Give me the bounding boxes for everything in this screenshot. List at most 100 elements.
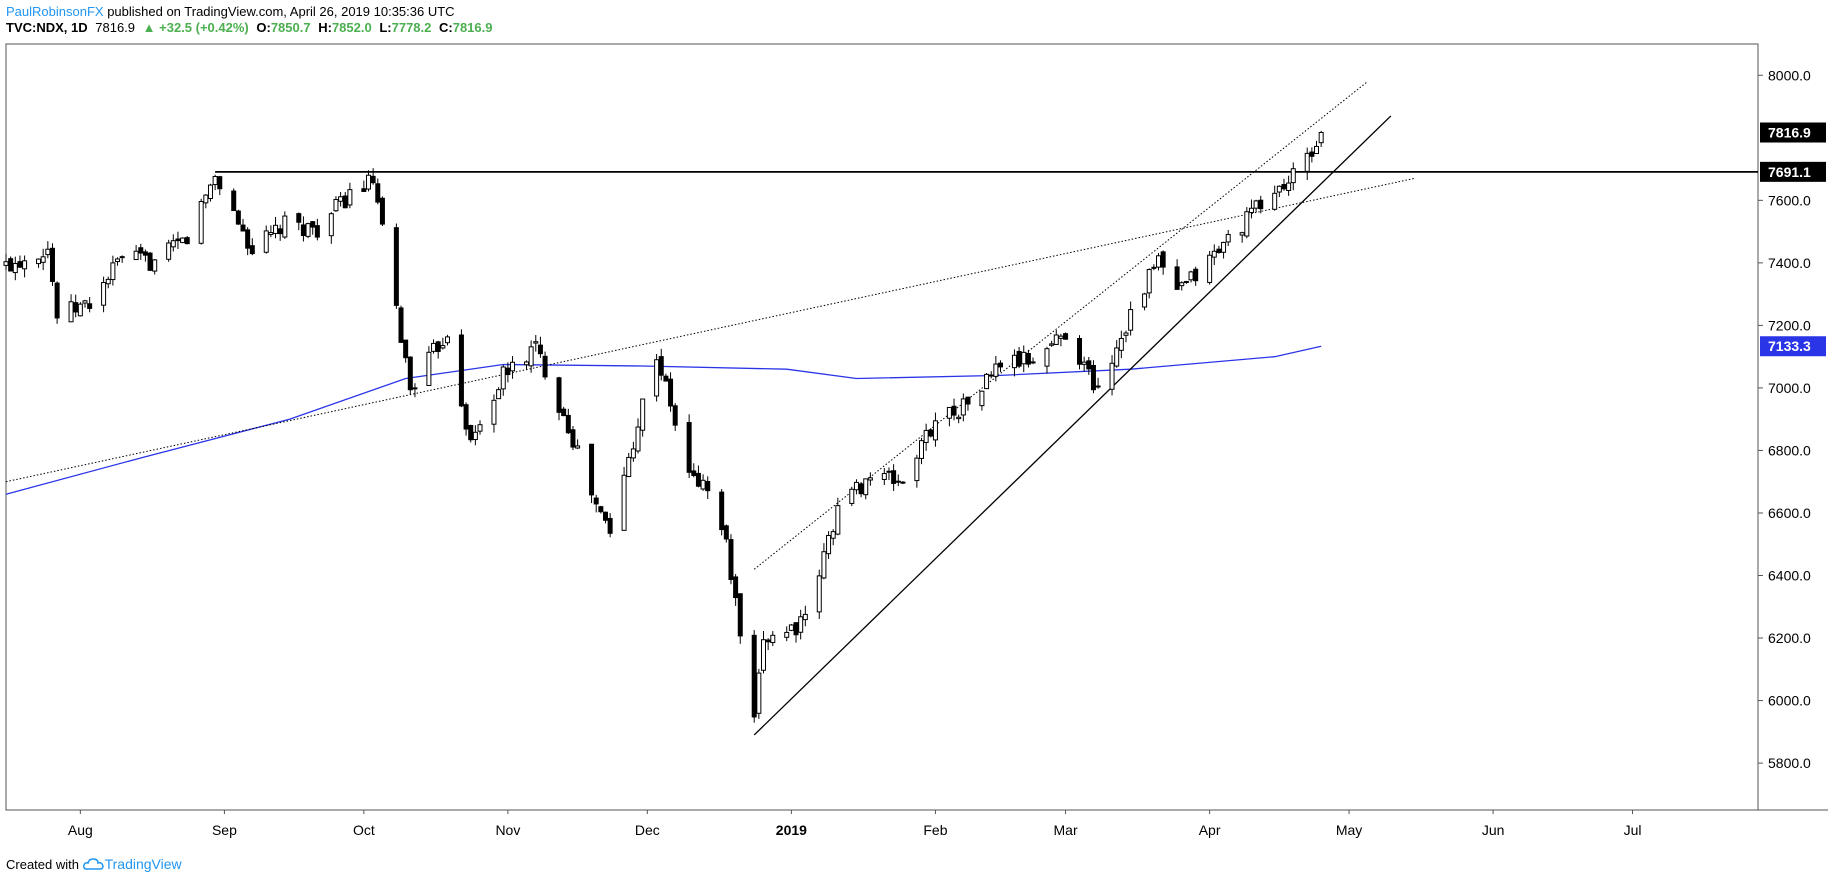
- price-tag-label: 7133.3: [1768, 338, 1811, 354]
- candle-down: [403, 339, 409, 359]
- candle-up: [932, 420, 938, 441]
- candle-up: [472, 431, 478, 441]
- candle-up: [1156, 255, 1162, 268]
- candle-up: [523, 361, 529, 366]
- low-value: 7778.2: [391, 20, 432, 35]
- candle-up: [575, 445, 581, 449]
- candles-layer: [3, 130, 1324, 723]
- candle-up: [1021, 351, 1027, 365]
- candle-up: [756, 672, 762, 714]
- x-tick-label: 2019: [776, 822, 807, 838]
- tradingview-brand[interactable]: TradingView: [104, 856, 182, 872]
- candle-up: [166, 242, 172, 260]
- candle-down: [858, 483, 864, 495]
- candle-down: [658, 356, 664, 376]
- candle-down: [398, 307, 404, 343]
- candle-up: [886, 470, 892, 473]
- y-tick-label: 7600.0: [1768, 192, 1811, 208]
- candle-down: [277, 228, 283, 235]
- candle-down: [407, 356, 413, 391]
- candle-up: [956, 416, 962, 420]
- candle-up: [1146, 269, 1152, 294]
- candle-up: [1221, 241, 1227, 253]
- candle-down: [1174, 266, 1180, 290]
- candle-down: [891, 470, 897, 484]
- candle-up: [510, 361, 516, 372]
- candle-down: [793, 622, 799, 636]
- low-label: L:: [379, 20, 392, 35]
- candle-up: [101, 282, 107, 306]
- candle-down: [87, 303, 93, 309]
- candle-down: [361, 188, 367, 192]
- candle-down: [412, 387, 418, 390]
- candle-down: [119, 256, 125, 259]
- candle-up: [431, 342, 437, 352]
- candle-down: [249, 245, 255, 255]
- candle-up: [338, 196, 344, 202]
- candle-up: [1128, 309, 1134, 331]
- y-tick-label: 6000.0: [1768, 693, 1811, 709]
- candle-up: [110, 262, 116, 281]
- candle-down: [468, 424, 474, 441]
- ticker-change: ▲ +32.5 (+0.42%): [142, 20, 249, 35]
- high-value: 7852.0: [331, 20, 372, 35]
- candle-up: [1239, 232, 1245, 236]
- x-tick-label: Dec: [635, 822, 660, 838]
- candle-down: [184, 237, 190, 245]
- close-value: 7816.9: [452, 20, 493, 35]
- candle-up: [3, 261, 9, 266]
- candle-down: [175, 238, 181, 242]
- candle-down: [458, 334, 464, 407]
- candle-up: [1314, 145, 1320, 155]
- candle-down: [393, 227, 399, 306]
- candle-down: [1030, 361, 1036, 364]
- candle-down: [965, 396, 971, 405]
- candle-up: [784, 631, 790, 638]
- open-label: O:: [256, 20, 271, 35]
- candle-down: [235, 210, 241, 225]
- candle-down: [737, 593, 743, 637]
- candle-down: [998, 362, 1004, 368]
- candle-up: [282, 215, 288, 238]
- publish-info: PaulRobinsonFX published on TradingView.…: [6, 4, 455, 20]
- price-tag-label: 7816.9: [1768, 125, 1811, 141]
- candle-down: [672, 405, 678, 426]
- candle-up: [960, 398, 966, 416]
- candle-up: [333, 199, 339, 212]
- candle-up: [1109, 362, 1115, 390]
- candle-down: [895, 480, 901, 483]
- candle-up: [115, 258, 121, 263]
- candle-up: [528, 346, 534, 367]
- ticker-symbol: TVC:NDX, 1D: [6, 20, 88, 35]
- candle-up: [152, 259, 158, 272]
- candle-down: [556, 377, 562, 413]
- candle-up: [946, 406, 952, 419]
- footer: Created with TradingView: [6, 856, 182, 874]
- candle-up: [881, 473, 887, 480]
- candle-up: [1276, 185, 1282, 193]
- candle-up: [919, 440, 925, 459]
- candle-down: [607, 517, 613, 534]
- plot-frame: [5, 43, 1759, 811]
- candle-up: [1207, 254, 1213, 283]
- candle-up: [788, 624, 794, 631]
- candle-up: [1304, 152, 1310, 172]
- candle-up: [207, 184, 213, 199]
- candle-up: [816, 575, 822, 613]
- candle-up: [1114, 347, 1120, 367]
- candle-up: [491, 399, 497, 425]
- candle-up: [1248, 207, 1254, 214]
- author-link[interactable]: PaulRobinsonFX: [6, 4, 104, 19]
- candle-down: [147, 252, 153, 271]
- candle-down: [370, 175, 376, 184]
- y-axis: 5800.0 6000.0 6200.0 6400.0 6600.0 6800.0 7000…: [1758, 67, 1811, 771]
- price-tag-last: [1760, 122, 1826, 143]
- candle-up: [635, 426, 641, 452]
- candle-down: [1077, 338, 1083, 365]
- y-tick-label: 8000.0: [1768, 67, 1811, 83]
- candle-up: [1318, 132, 1324, 144]
- candle-up: [798, 616, 804, 633]
- candle-down: [1090, 364, 1096, 391]
- candle-up: [654, 359, 660, 397]
